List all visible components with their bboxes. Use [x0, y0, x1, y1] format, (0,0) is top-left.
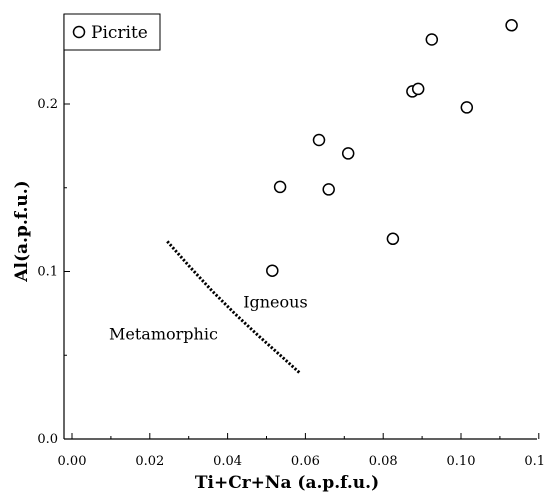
x-axis-ticks: 0.00 0.02 0.04 0.06 0.08 0.10 0.12 — [58, 433, 545, 469]
y-tick-label: 0.1 — [37, 265, 58, 280]
data-point — [386, 232, 400, 246]
igneous-field-label: Igneous — [243, 293, 307, 312]
igneous-metamorphic-boundary — [166, 240, 301, 374]
data-point — [505, 19, 518, 32]
legend: Picrite — [63, 13, 161, 51]
data-point — [460, 101, 474, 114]
data-point — [411, 82, 425, 96]
x-tick-label: 0.10 — [447, 454, 476, 469]
data-point — [425, 33, 439, 46]
plot-frame — [63, 14, 537, 440]
y-axis-ticks: 0.0 0.1 0.2 — [37, 19, 70, 447]
y-tick-label: 0.2 — [37, 97, 58, 112]
boundary-curve — [166, 240, 301, 374]
data-point — [266, 264, 279, 277]
legend-marker-icon — [72, 25, 86, 39]
data-point — [322, 183, 335, 196]
data-point — [312, 133, 326, 147]
data-point — [273, 180, 287, 194]
x-tick-label: 0.04 — [213, 454, 242, 469]
x-tick-label: 0.12 — [524, 454, 545, 469]
metamorphic-field-label: Metamorphic — [109, 324, 218, 343]
data-points — [266, 19, 518, 277]
x-tick-label: 0.02 — [135, 454, 164, 469]
x-tick-label: 0.08 — [369, 454, 398, 469]
x-tick-label: 0.00 — [58, 454, 87, 469]
x-tick-label: 0.06 — [291, 454, 320, 469]
legend-label: Picrite — [91, 23, 148, 43]
x-axis-title: Ti+Cr+Na (a.p.f.u.) — [195, 473, 379, 493]
data-point — [341, 147, 355, 160]
y-axis-title: Al(a.p.f.u.) — [12, 180, 32, 282]
y-tick-label: 0.0 — [37, 432, 58, 447]
